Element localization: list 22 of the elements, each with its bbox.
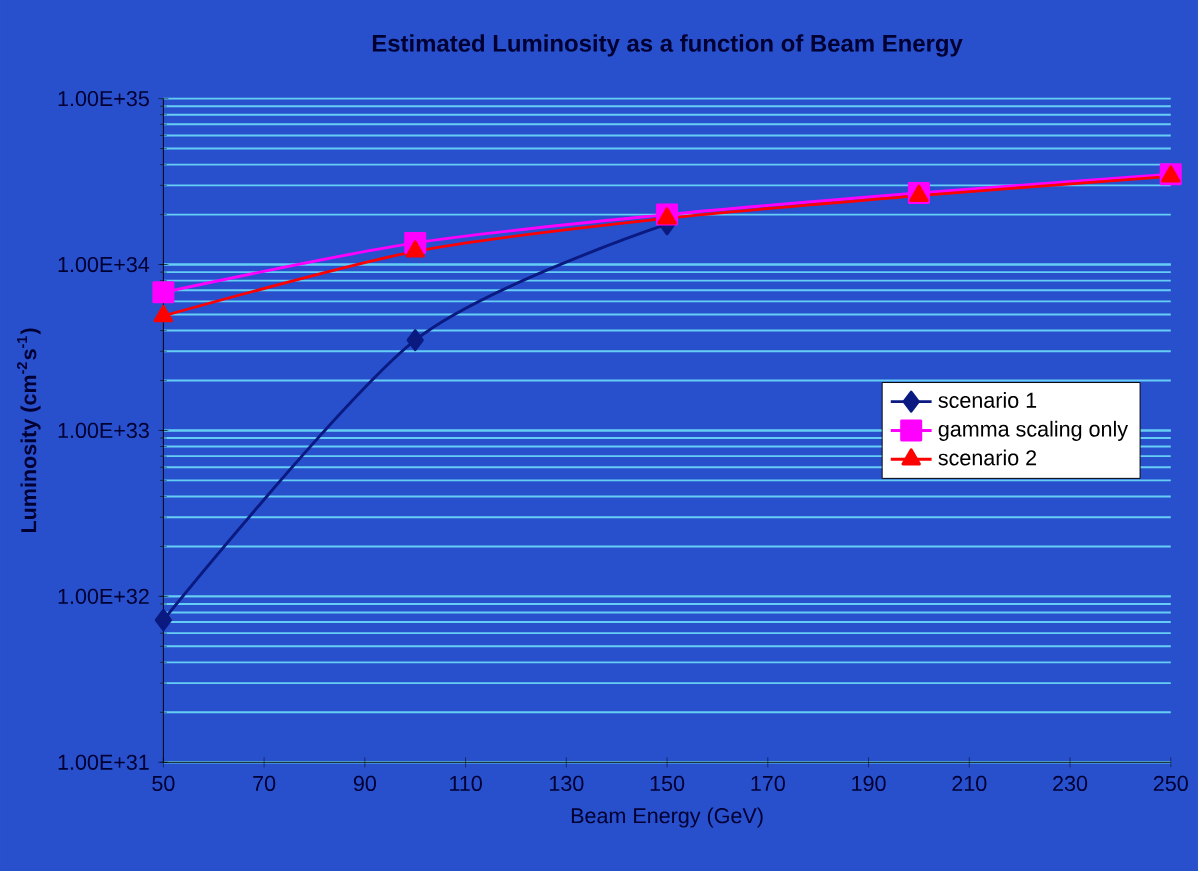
- legend-label: scenario 2: [938, 449, 1037, 466]
- x-tick-label: 210: [952, 775, 987, 791]
- y-tick-label: 1.00E+31: [58, 754, 149, 770]
- x-tick-label: 150: [650, 775, 685, 791]
- y-tick-label: 1.00E+35: [58, 90, 149, 107]
- y-tick-label: 1.00E+34: [58, 256, 150, 273]
- x-tick-label: 130: [550, 775, 584, 791]
- y-tick-label: 1.00E+33: [58, 422, 149, 438]
- y-tick-label: 1.00E+32: [58, 588, 149, 604]
- y-axis-title: Luminosity (cm$^{-2}$s$^{-1}$): [16, 328, 41, 532]
- x-tick-label: 170: [751, 775, 785, 791]
- legend-label: gamma scaling only: [938, 420, 1129, 441]
- x-tick-label: 50: [152, 775, 175, 791]
- x-tick-label: 250: [1153, 775, 1188, 791]
- x-tick-label: 110: [450, 775, 482, 791]
- chart-title: Estimated Luminosity as a function of Beam Energy: [372, 34, 963, 57]
- x-axis-title: Beam Energy (GeV): [571, 807, 763, 828]
- legend-label: scenario 1: [938, 391, 1037, 408]
- x-tick-label: 190: [852, 775, 886, 791]
- x-tick-label: 70: [253, 775, 276, 791]
- x-tick-label: 90: [353, 775, 376, 791]
- x-tick-label: 230: [1053, 775, 1088, 791]
